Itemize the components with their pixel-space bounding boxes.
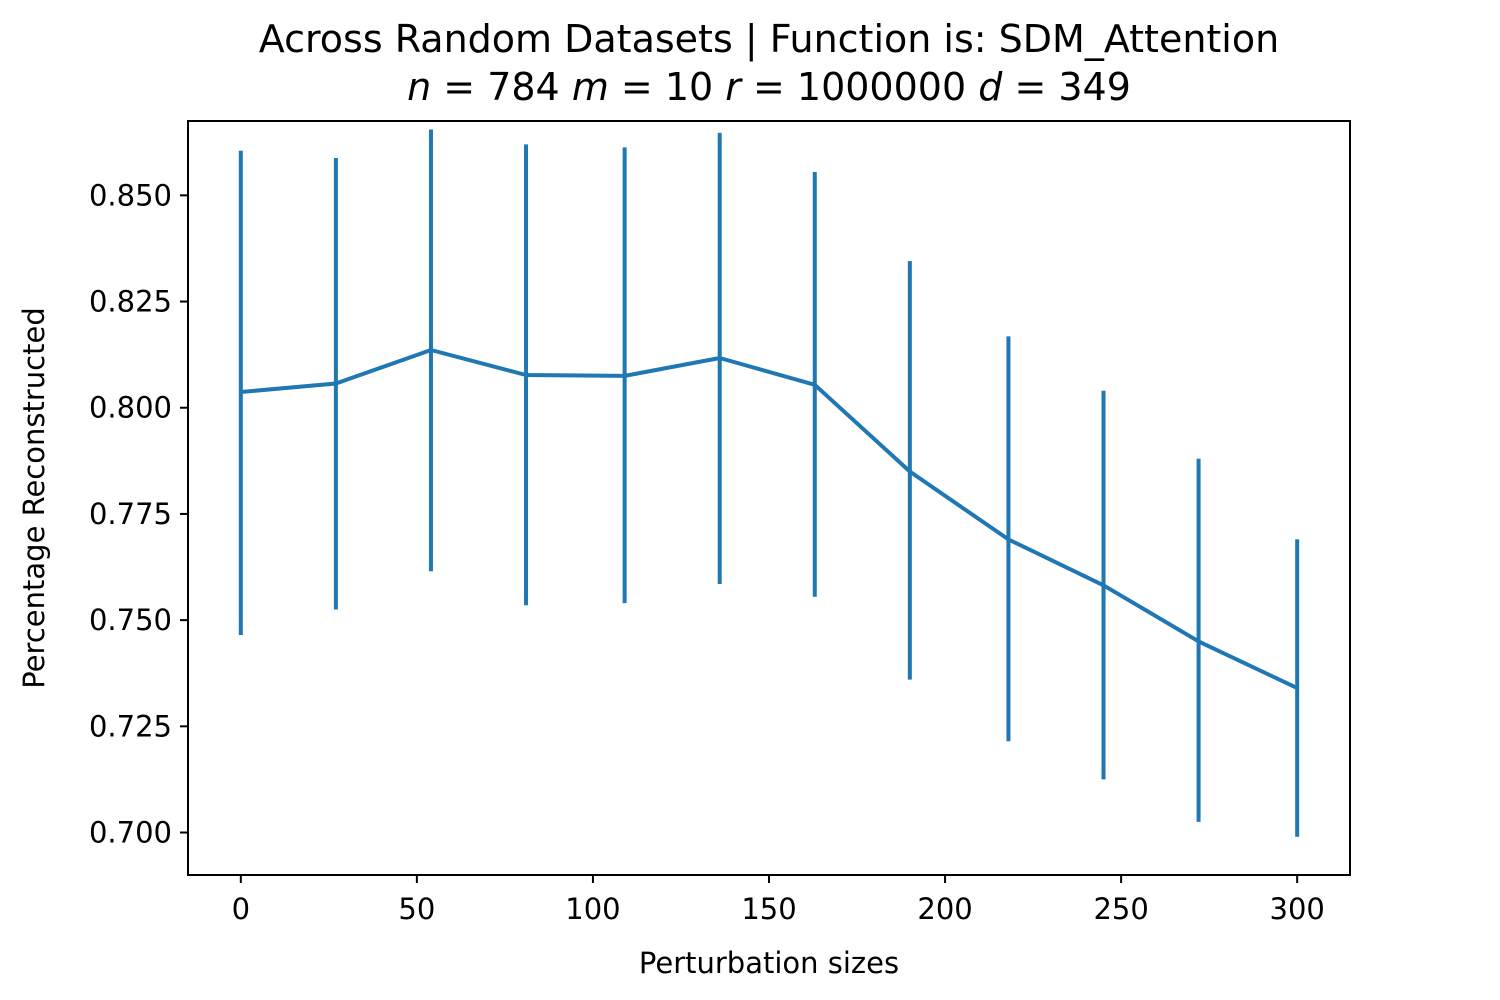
y-tick-label: 0.775 [89, 497, 172, 531]
subtitle-part: = 10 [609, 65, 725, 109]
y-axis: 0.700 0.725 0.750 0.775 0.800 0.825 0.850 [89, 178, 188, 850]
subtitle-part: = 1000000 [741, 65, 978, 109]
y-axis-label: Percentage Reconstructed [17, 307, 51, 688]
x-axis-label: Perturbation sizes [639, 946, 899, 980]
subtitle-part: m [572, 65, 609, 109]
y-tick-label: 0.850 [89, 178, 172, 212]
subtitle-part: = 784 [431, 65, 572, 109]
x-tick-label: 50 [398, 892, 435, 926]
x-tick-label: 200 [917, 892, 972, 926]
y-tick-label: 0.825 [89, 285, 172, 319]
y-tick-label: 0.700 [89, 816, 172, 850]
x-tick-label: 100 [565, 892, 620, 926]
plot-area [238, 129, 1300, 837]
subtitle-part: n [407, 65, 431, 109]
x-tick-label: 0 [232, 892, 250, 926]
x-tick-label: 300 [1270, 892, 1325, 926]
y-tick-label: 0.725 [89, 709, 172, 743]
chart-title: Across Random Datasets | Function is: SD… [259, 17, 1279, 62]
subtitle-part: d [978, 65, 1003, 109]
x-tick-label: 250 [1093, 892, 1148, 926]
y-tick-label: 0.800 [89, 391, 172, 425]
subtitle-part: r [725, 65, 743, 109]
x-tick-label: 150 [741, 892, 796, 926]
series-line [240, 348, 1299, 690]
chart-subtitle: n = 784 m = 10 r = 1000000 d = 349 [407, 65, 1131, 109]
x-axis: 0 50 100 150 200 250 300 [232, 875, 1325, 926]
y-tick-label: 0.750 [89, 603, 172, 637]
subtitle-part: = 349 [1002, 65, 1131, 109]
